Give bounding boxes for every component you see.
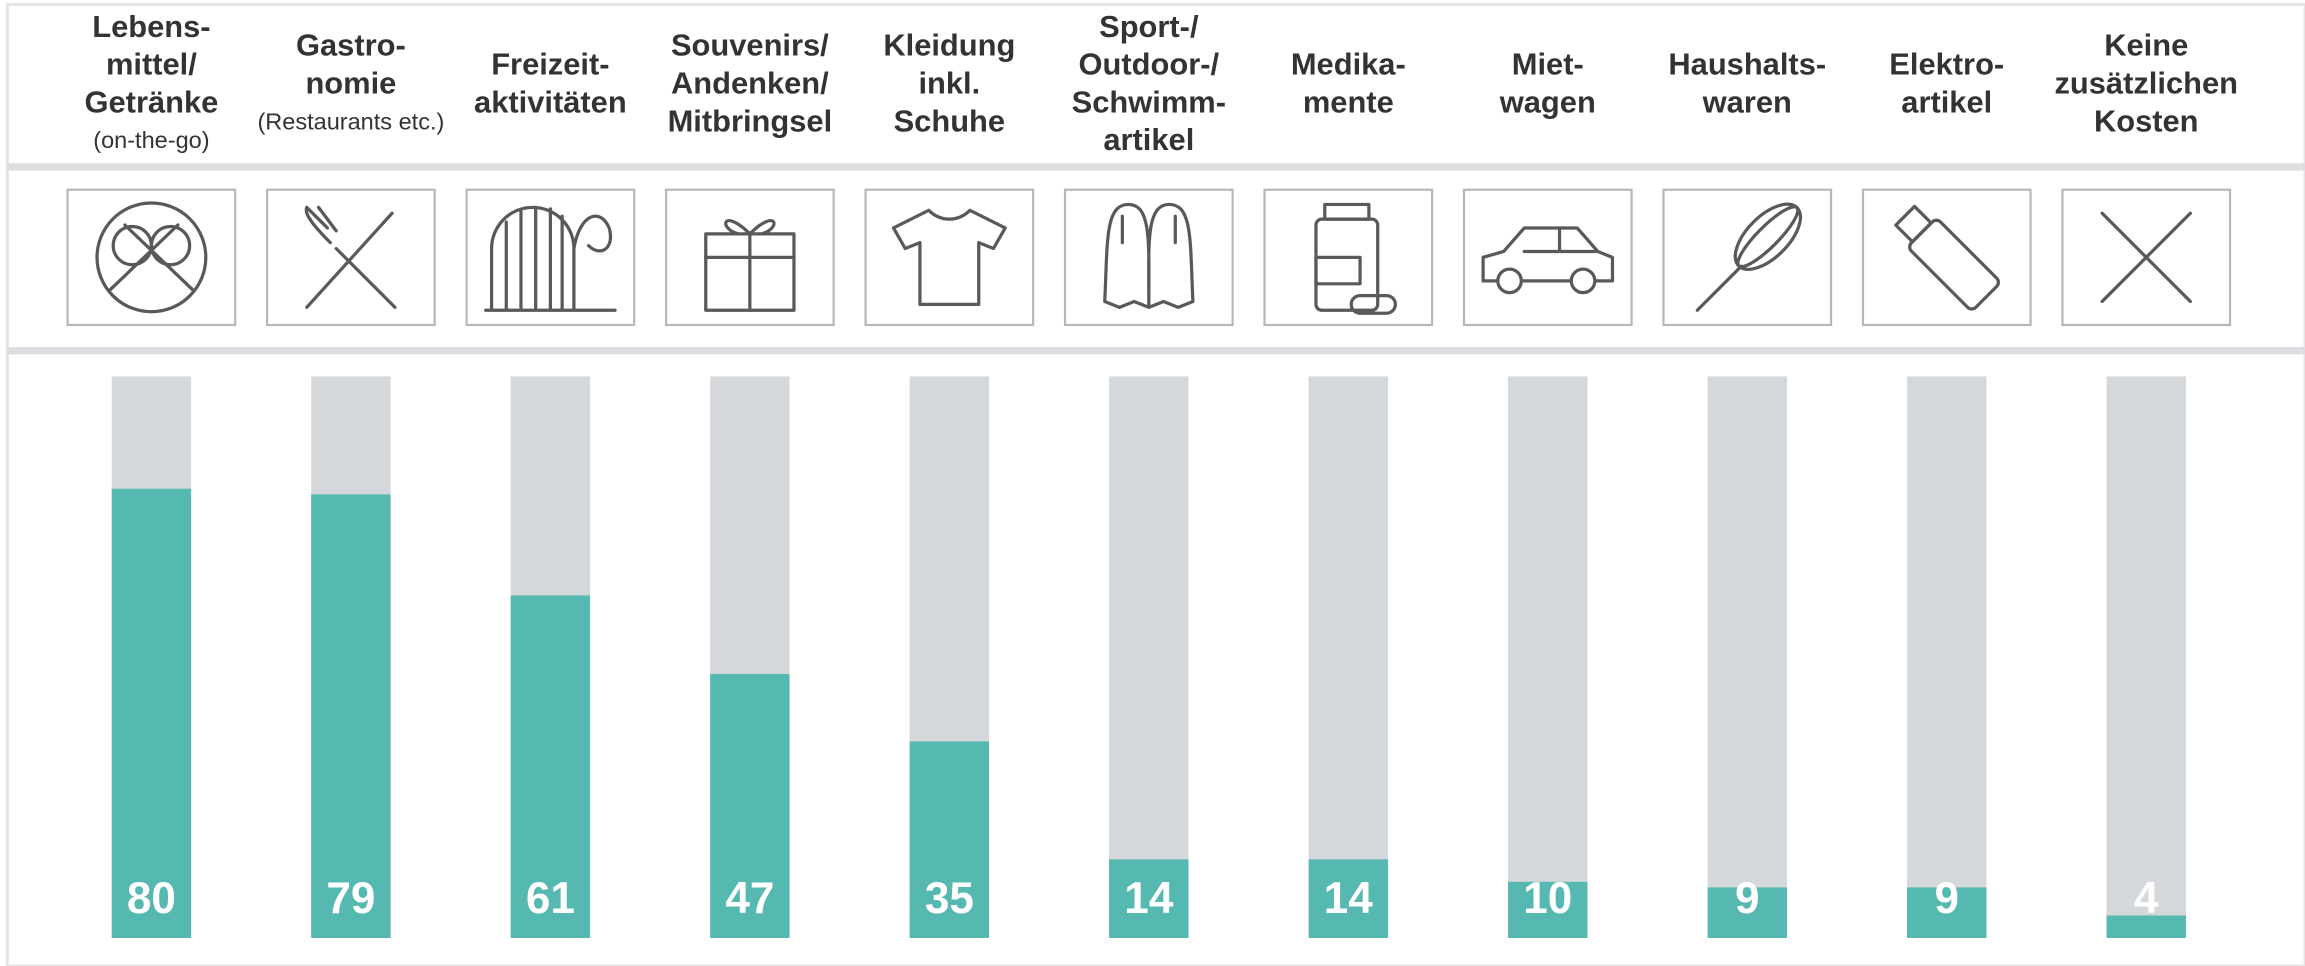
icon <box>1894 204 2000 311</box>
icon <box>1695 202 1803 312</box>
icon-box <box>66 188 237 327</box>
value-label: 9 <box>1934 874 1959 923</box>
category-label: Keine <box>2104 28 2188 63</box>
value-label: 4 <box>2134 874 2159 923</box>
icon <box>484 205 617 312</box>
columns: Lebens-mittel/Getränke (on-the-go) 80 Gastr… <box>66 9 2238 938</box>
icon-box <box>1662 188 1833 327</box>
icon <box>891 208 1007 307</box>
value-label: 14 <box>1124 874 1174 923</box>
value-label: 47 <box>725 874 774 923</box>
icon-box <box>1063 188 1234 327</box>
category-label: Freizeit- <box>491 47 609 82</box>
category-label: Mitbringsel <box>668 103 833 138</box>
bar <box>111 488 192 938</box>
category-label: mente <box>1303 84 1394 119</box>
bar <box>1308 859 1388 938</box>
bar-track <box>1109 376 1189 938</box>
category-label: Schuhe <box>894 103 1005 138</box>
icon-box <box>1861 188 2032 327</box>
value-label: 35 <box>925 874 974 923</box>
category-label: Souvenirs/ <box>671 28 829 63</box>
category-label: waren <box>1702 84 1792 119</box>
value-label: 10 <box>1523 874 1572 923</box>
bar <box>311 494 391 938</box>
category-label: mittel/ <box>106 47 197 82</box>
category-label: Kleidung <box>883 28 1015 63</box>
category-note: (Restaurants etc.) <box>257 108 444 134</box>
category-note: (on-the-go) <box>93 127 209 153</box>
icon-box <box>864 188 1035 327</box>
category-label: aktivitäten <box>474 84 627 119</box>
icon <box>2100 211 2192 304</box>
icon-box <box>266 188 436 327</box>
icon-box <box>664 188 835 327</box>
category-label: inkl. <box>918 66 980 101</box>
bar <box>1109 859 1189 938</box>
bar <box>510 595 591 938</box>
icon <box>95 201 208 314</box>
value-label: 61 <box>526 874 575 923</box>
category-label: Miet- <box>1512 47 1584 82</box>
category-label: Gastro- <box>296 28 406 63</box>
value-label: 79 <box>326 874 375 923</box>
value-label: 9 <box>1735 874 1760 923</box>
bar-track <box>1508 376 1588 938</box>
category-label: artikel <box>1901 84 1992 119</box>
category-label: Haushalts- <box>1668 47 1826 82</box>
bar-track <box>1308 376 1388 938</box>
icon <box>704 219 796 312</box>
category-label: Sport-/ <box>1099 9 1199 44</box>
icon <box>1103 202 1195 309</box>
category-label: nomie <box>305 66 396 101</box>
value-label: 14 <box>1324 874 1374 923</box>
value-label: 80 <box>127 874 176 923</box>
bar-track <box>2106 376 2186 938</box>
category-label: Andenken/ <box>671 66 829 101</box>
category-label: zusätzlichen <box>2054 66 2237 101</box>
bar <box>1907 887 1987 938</box>
bar <box>2106 915 2186 938</box>
icon <box>1314 202 1397 315</box>
category-label: wagen <box>1499 84 1596 119</box>
icon-box <box>1462 188 1633 327</box>
category-label: Lebens- <box>92 9 210 44</box>
bar <box>1707 887 1787 938</box>
bar <box>909 741 990 938</box>
divider <box>7 163 2305 171</box>
category-label: Elektro- <box>1889 47 2004 82</box>
category-label: Schwimm- <box>1072 84 1226 119</box>
category-label: Kosten <box>2094 103 2199 138</box>
category-label: Getränke <box>85 84 219 119</box>
icon <box>304 205 397 309</box>
category-label: artikel <box>1103 122 1194 157</box>
bar-track <box>1907 376 1987 938</box>
icon-box <box>465 188 636 327</box>
icon <box>1481 226 1615 295</box>
divider <box>7 347 2305 355</box>
category-label: Medika- <box>1291 47 1406 82</box>
bar <box>1508 881 1588 938</box>
bar-track <box>1707 376 1787 938</box>
icon-box <box>2061 188 2232 327</box>
category-label: Outdoor-/ <box>1079 47 1220 82</box>
bar <box>710 674 790 938</box>
icon-box <box>1263 188 1434 327</box>
